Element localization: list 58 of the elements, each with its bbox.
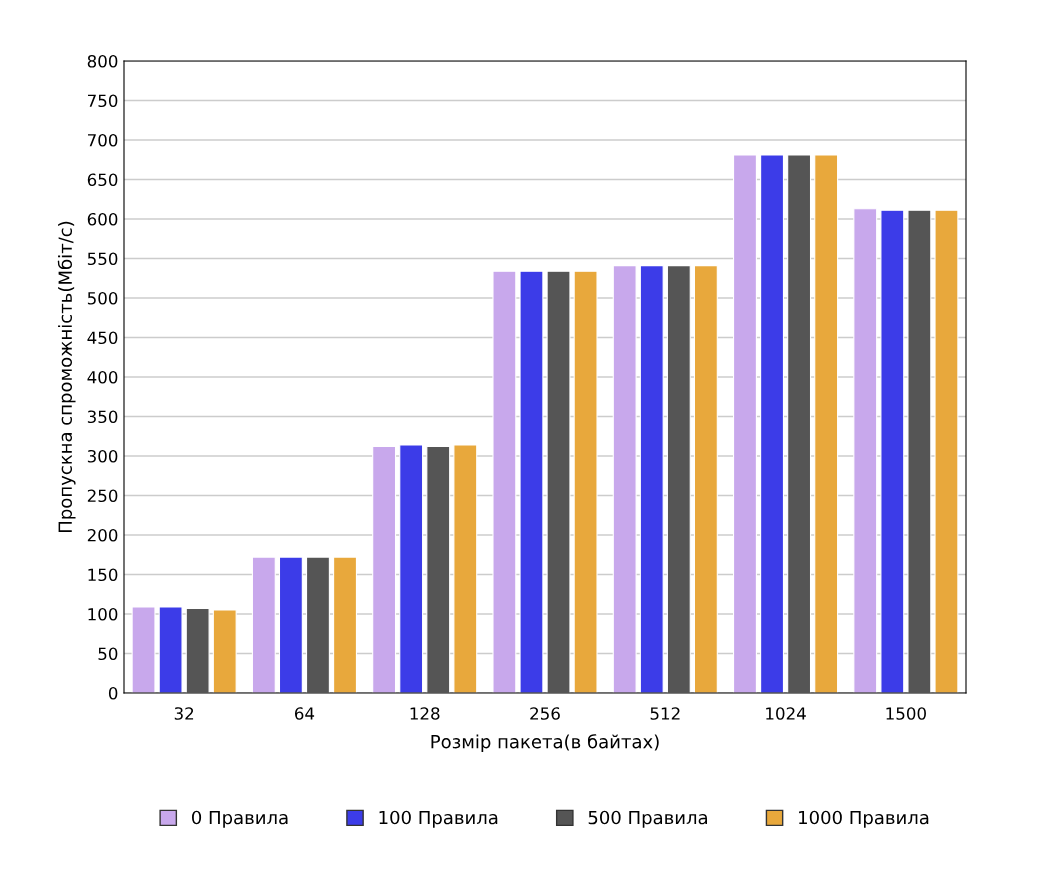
y-tick-label: 500 [87,291,118,305]
bar [251,556,276,693]
bar [453,444,478,693]
legend-label: 100 Правила [379,810,498,828]
bar [612,265,637,693]
bar [158,606,183,693]
y-tick-label: 600 [87,212,118,226]
y-tick-label: 200 [87,528,118,542]
bar [814,154,839,693]
bar [880,209,905,693]
bar [907,209,932,693]
bar [333,556,358,693]
y-tick-label: 250 [87,489,118,503]
y-tick-label: 650 [87,173,118,187]
y-tick-label: 150 [88,568,118,582]
y-axis-title: Пропускна спроможність(Мбіт/с) [57,221,76,532]
bar [519,270,544,693]
legend-label: 0 Правила [192,810,288,828]
x-tick-label: 1500 [886,707,926,720]
y-tick-label: 800 [87,54,118,68]
legend-label: 500 Правила [588,810,707,828]
x-tick-label: 512 [650,707,680,720]
y-tick-label: 300 [87,449,118,463]
x-axis-title: Розмір пакета(в байтах) [431,734,659,752]
bar [278,556,303,693]
bar [546,270,571,693]
x-tick-label: 1024 [766,707,806,720]
y-tick-label: 0 [108,686,118,700]
bar [212,609,237,693]
bar [760,154,785,693]
bar [853,208,878,693]
bar [693,265,718,693]
bar [934,209,959,693]
legend-label: 1000 Правила [799,810,929,828]
bar [666,265,691,693]
bar [639,265,664,693]
x-tick-label: 32 [174,707,194,720]
bar [399,444,424,693]
y-tick-label: 400 [87,370,118,384]
x-tick-label: 128 [410,707,440,720]
y-tick-label: 350 [87,410,118,424]
y-tick-label: 750 [88,94,118,108]
x-tick-label: 64 [294,707,315,720]
bar [185,607,210,693]
y-tick-label: 100 [88,607,118,621]
bar [426,445,451,693]
bar [732,154,757,693]
bar [131,606,156,693]
y-tick-label: 450 [87,331,118,345]
bar [573,270,598,693]
y-tick-label: 50 [98,647,118,661]
bar [787,154,812,693]
bar [372,445,397,693]
y-tick-label: 550 [87,252,118,266]
y-tick-label: 700 [88,133,118,147]
bar [305,556,330,693]
x-tick-label: 256 [530,707,560,720]
bar [492,270,517,693]
